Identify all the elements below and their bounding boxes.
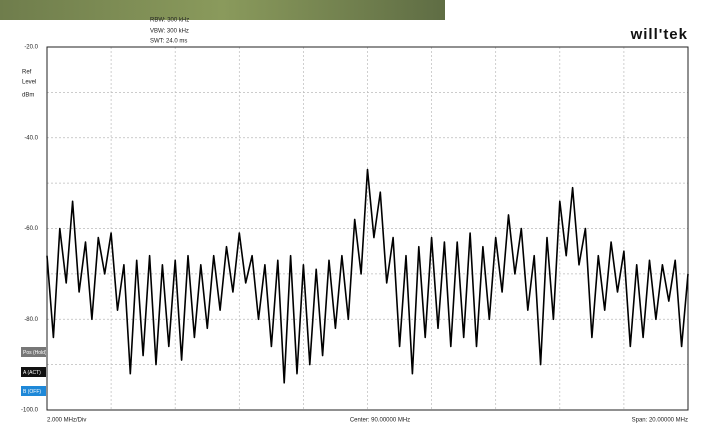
y-tick-label: -20.0	[24, 45, 38, 51]
rbw-text: RBW: 300 kHz	[150, 18, 189, 24]
button-bg[interactable]	[21, 386, 46, 396]
button-label[interactable]: B (OFF)	[23, 389, 41, 395]
y-tick-label: -80.0	[24, 317, 38, 323]
button[interactable]: Pos (Hold)	[21, 347, 47, 357]
y-tick-label: -40.0	[24, 135, 38, 141]
logo: will'tek	[630, 26, 688, 43]
button[interactable]: A (ACT)	[21, 367, 46, 377]
button-label[interactable]: A (ACT)	[23, 370, 41, 376]
swt-text: SWT: 24.0 ms	[150, 39, 187, 45]
ref-label: Level	[22, 80, 36, 86]
span-text: Span: 20.00000 MHz	[632, 418, 688, 424]
center-text: Center: 90.00000 MHz	[350, 418, 410, 424]
trace	[46, 168, 689, 384]
button[interactable]: B (OFF)	[21, 386, 46, 396]
button-bg[interactable]	[21, 347, 46, 357]
vbw-text: VBW: 300 kHz	[150, 29, 189, 35]
div-text: 2.000 MHz/Div	[47, 418, 86, 424]
button-label[interactable]: Pos (Hold)	[23, 350, 47, 356]
ref-label: dBm	[22, 93, 34, 99]
y-tick-label: -60.0	[24, 226, 38, 232]
photo-strip	[0, 0, 445, 20]
y-tick-label: -100.0	[21, 408, 39, 414]
ref-label: Ref	[22, 70, 32, 76]
plot-frame	[46, 46, 689, 411]
button-bg[interactable]	[21, 367, 46, 377]
